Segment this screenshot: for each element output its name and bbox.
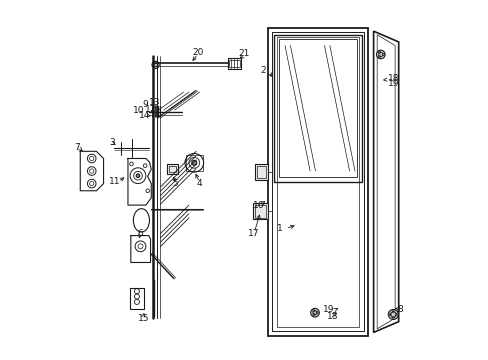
Circle shape [152,61,159,68]
Text: 6: 6 [137,229,143,238]
Bar [253,203,267,220]
Text: 8: 8 [396,305,402,314]
Text: 20: 20 [192,48,203,57]
Text: 5: 5 [172,179,178,188]
Text: 1: 1 [277,224,282,233]
Text: 17: 17 [248,229,260,238]
Text: 12: 12 [144,105,156,114]
Text: 15: 15 [137,314,149,323]
Text: 4: 4 [197,179,202,188]
Text: 19: 19 [387,80,399,89]
Text: 10: 10 [133,106,144,115]
Bar [255,164,267,180]
Text: 18: 18 [326,312,337,321]
Bar [167,164,178,174]
Circle shape [310,309,319,317]
Text: 11: 11 [109,177,120,186]
Circle shape [376,50,384,59]
Circle shape [136,174,140,177]
Bar [257,166,265,178]
Circle shape [191,160,196,165]
Bar [229,60,239,67]
Text: 13: 13 [149,98,160,107]
Text: 7: 7 [74,143,80,152]
Text: 9: 9 [142,100,147,109]
Text: 19: 19 [322,305,333,314]
Bar [185,155,203,171]
Text: 3: 3 [109,138,115,147]
Circle shape [387,310,398,319]
Text: 14: 14 [139,111,150,120]
Bar [255,205,265,218]
Text: 18: 18 [387,74,399,83]
Text: 2: 2 [260,66,265,75]
Text: 16: 16 [253,201,264,210]
Bar [129,288,144,309]
Text: 21: 21 [238,49,250,58]
Bar [169,166,175,172]
